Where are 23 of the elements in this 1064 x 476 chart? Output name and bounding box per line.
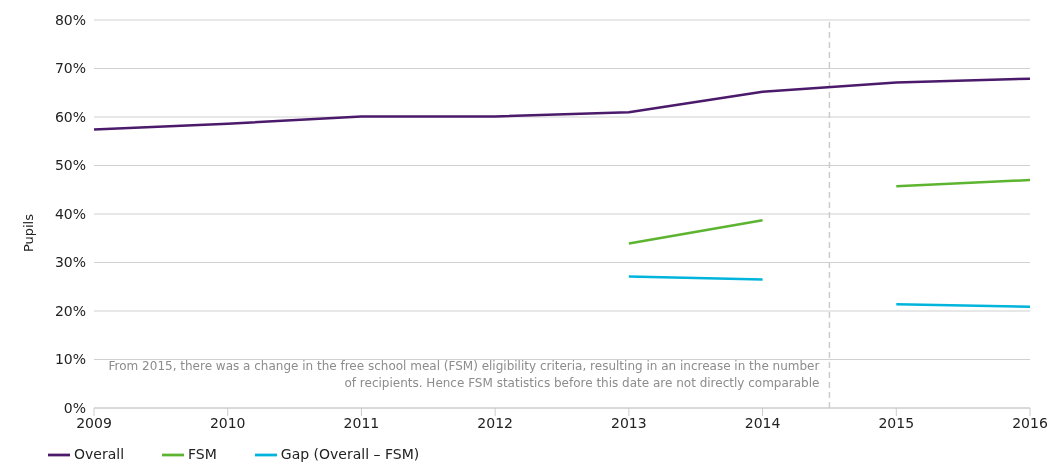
y-tick-label: 20% xyxy=(54,302,86,319)
y-tick-label: 80% xyxy=(54,11,86,28)
line-series xyxy=(94,77,1030,131)
y-tick-label: 0% xyxy=(63,399,86,416)
x-tick-label: 2012 xyxy=(477,414,513,431)
legend-label: Gap (Overall – FSM) xyxy=(280,446,420,462)
x-tick-label: 2016 xyxy=(1012,414,1048,431)
y-axis-title: Pupils xyxy=(20,213,36,253)
y-tick-label: 70% xyxy=(54,60,86,77)
y-tick-label: 50% xyxy=(54,157,86,174)
legend-label: FSM xyxy=(188,446,217,462)
y-tick-label: 10% xyxy=(54,351,86,368)
x-tick-label: 2015 xyxy=(878,414,915,431)
x-tick-label: 2011 xyxy=(343,414,380,431)
legend-label: Overall xyxy=(74,446,125,462)
y-tick-label: 60% xyxy=(54,108,86,125)
x-tick-label: 2010 xyxy=(209,414,246,431)
x-tick-label: 2009 xyxy=(76,414,112,431)
y-tick-label: 40% xyxy=(54,205,86,222)
x-tick-label: 2013 xyxy=(611,414,647,431)
x-tick-label: 2014 xyxy=(744,414,781,431)
y-tick-label: 30% xyxy=(54,254,86,271)
annotation: From 2015, there was a change in the free school meal (FSM) eligibility criteria, resulting in an increase in the number of recipients. Hence FSM statistics before this date are not directly comparable xyxy=(107,358,820,392)
